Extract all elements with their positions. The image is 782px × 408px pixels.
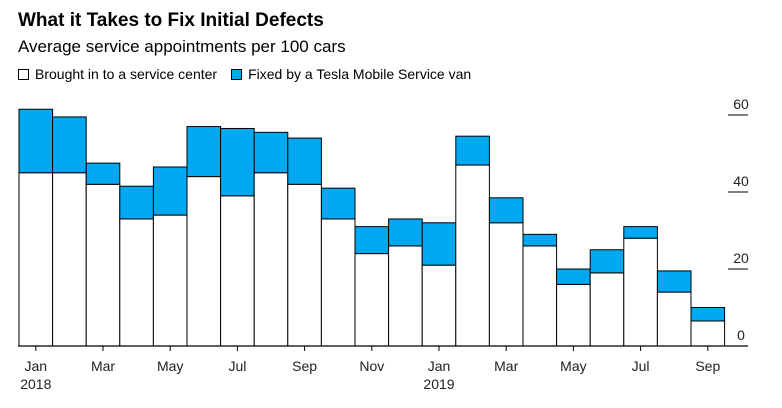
bar-mobile-van <box>522 233 558 247</box>
bar-mobile-van <box>589 249 625 274</box>
legend-label-mobile-van: Fixed by a Tesla Mobile Service van <box>248 66 472 82</box>
bar-mobile-van <box>85 162 121 185</box>
bar-mobile-van <box>152 166 188 216</box>
bar-mobile-van <box>253 131 289 174</box>
legend-label-service-center: Brought in to a service center <box>35 66 218 82</box>
legend-swatch-service-center <box>18 68 29 80</box>
bar-mobile-van <box>320 187 356 220</box>
bar-mobile-van <box>421 222 457 266</box>
y-tick-label: 0 <box>737 327 745 343</box>
bar-mobile-van <box>18 108 54 174</box>
x-tick-label: Sep <box>292 358 317 374</box>
x-tick-label: Mar <box>91 358 115 374</box>
y-tick-label: 20 <box>733 250 749 266</box>
bar-service-center <box>455 164 490 347</box>
x-tick-year-label: 2019 <box>423 376 454 392</box>
bar-service-center <box>354 253 390 347</box>
x-tick-label: May <box>157 358 183 374</box>
bar-service-center <box>52 172 87 347</box>
legend-swatch-mobile-van <box>231 68 243 80</box>
bar-mobile-van <box>52 116 87 174</box>
bar-mobile-van <box>556 268 591 285</box>
x-tick-year-label: 2018 <box>20 376 51 392</box>
bar-mobile-van <box>623 226 658 239</box>
legend: Brought in to a service center Fixed by … <box>18 64 485 84</box>
bar-mobile-van <box>488 197 524 224</box>
bar-mobile-van <box>354 226 390 255</box>
x-tick-label: Jul <box>632 358 650 374</box>
bar-service-center <box>488 222 524 347</box>
bar-mobile-van <box>690 307 726 322</box>
bar-service-center <box>522 245 558 347</box>
bar-service-center <box>287 183 322 347</box>
x-tick-label: Nov <box>359 358 384 374</box>
bar-service-center <box>186 176 222 347</box>
bar-mobile-van <box>455 135 490 166</box>
bar-service-center <box>690 320 726 347</box>
bar-mobile-van <box>656 270 692 293</box>
bar-mobile-van <box>119 185 154 220</box>
bar-service-center <box>119 218 154 347</box>
bar-service-center <box>85 183 121 347</box>
bar-mobile-van <box>287 137 322 185</box>
bar-service-center <box>320 218 356 347</box>
bar-service-center <box>556 283 591 347</box>
chart-title: What it Takes to Fix Initial Defects <box>18 10 324 31</box>
bar-service-center <box>152 214 188 347</box>
x-tick-label: Jan <box>428 358 451 374</box>
bar-service-center <box>623 237 658 347</box>
bar-service-center <box>589 272 625 347</box>
y-tick-label: 40 <box>733 173 749 189</box>
bar-mobile-van <box>186 126 222 178</box>
bar-service-center <box>220 195 255 347</box>
chart-subtitle: Average service appointments per 100 car… <box>18 37 346 56</box>
bar-service-center <box>656 291 692 347</box>
x-tick-label: Jan <box>25 358 48 374</box>
bar-service-center <box>253 172 289 347</box>
y-tick-label: 60 <box>733 96 749 112</box>
x-tick-label: Mar <box>494 358 518 374</box>
x-tick-label: Sep <box>695 358 720 374</box>
bar-service-center <box>421 264 457 347</box>
x-tick-label: May <box>560 358 586 374</box>
bar-service-center <box>388 245 423 347</box>
legend-item-mobile-van: Fixed by a Tesla Mobile Service van <box>231 66 471 82</box>
bar-service-center <box>18 172 54 347</box>
bar-mobile-van <box>220 127 255 197</box>
x-tick-label: Jul <box>228 358 246 374</box>
legend-item-service-center: Brought in to a service center <box>18 66 217 82</box>
bar-mobile-van <box>388 218 423 247</box>
